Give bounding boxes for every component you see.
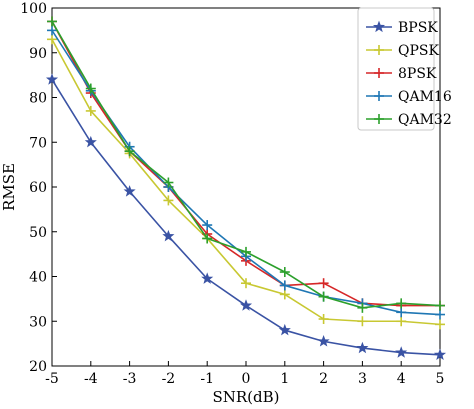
data-point-qpsk <box>241 278 251 289</box>
y-tick-label: 90 <box>29 46 47 62</box>
x-tick-label: 5 <box>436 371 445 387</box>
x-tick-label: 3 <box>358 371 367 387</box>
data-point-qpsk <box>318 314 329 325</box>
data-point-qam16 <box>279 280 290 291</box>
data-point-qam32 <box>396 298 407 309</box>
data-point-qam16 <box>435 309 445 320</box>
data-point-qam32 <box>435 300 445 311</box>
data-point-8psk <box>318 278 329 289</box>
data-point-bpsk <box>278 323 291 336</box>
data-point-qam32 <box>163 177 174 188</box>
data-point-bpsk <box>433 348 447 360</box>
x-tick-label: -2 <box>162 371 176 387</box>
data-point-qam32 <box>202 233 213 244</box>
data-point-qam32 <box>279 267 290 278</box>
legend-label-qam16: QAM16 <box>398 89 452 105</box>
legend-item-qam16: QAM16 <box>366 89 452 105</box>
y-tick-label: 30 <box>29 314 47 330</box>
series-layer <box>45 16 447 360</box>
data-point-qpsk <box>85 105 96 116</box>
data-point-qam32 <box>47 16 57 27</box>
data-point-bpsk <box>162 229 175 242</box>
data-point-qam16 <box>47 25 57 36</box>
data-point-qpsk <box>163 195 174 206</box>
x-tick-label: -1 <box>200 371 214 387</box>
x-axis-label: SNR(dB) <box>212 388 279 406</box>
y-tick-label: 100 <box>20 1 47 17</box>
data-point-qam16 <box>396 307 407 318</box>
legend-box <box>357 7 435 131</box>
legend-item-qam32: QAM32 <box>366 112 452 128</box>
legend-label-bpsk: BPSK <box>398 20 438 36</box>
y-tick-label: 50 <box>29 225 47 241</box>
legend-swatch-marker <box>374 68 384 78</box>
legend-label-qpsk: QPSK <box>398 43 439 59</box>
legend-label-qam32: QAM32 <box>398 112 452 128</box>
y-tick-label: 60 <box>29 180 47 196</box>
data-point-bpsk <box>45 73 59 85</box>
data-point-qpsk <box>435 319 445 330</box>
legend-item-qpsk: QPSK <box>366 43 439 59</box>
data-point-bpsk <box>239 299 253 311</box>
data-point-qam32 <box>85 83 96 94</box>
x-tick-label: -4 <box>84 371 98 387</box>
data-point-qam16 <box>202 220 213 231</box>
data-point-qpsk <box>357 316 368 327</box>
x-tick-label: 1 <box>280 371 289 387</box>
legend-item-bpsk: BPSK <box>366 20 438 36</box>
legend-item-8psk: 8PSK <box>366 66 437 82</box>
data-point-bpsk <box>201 272 214 284</box>
data-point-bpsk <box>395 346 408 358</box>
x-tick-label: -5 <box>45 371 59 387</box>
data-point-qpsk <box>47 34 57 45</box>
data-point-qpsk <box>396 316 407 327</box>
y-tick-label: 80 <box>29 91 47 107</box>
data-point-qam32 <box>124 146 135 157</box>
legend: BPSK QPSK 8PSK QAM16 QAM32 <box>357 7 452 131</box>
data-point-bpsk <box>356 341 369 354</box>
y-axis-label: RMSE <box>0 163 18 211</box>
data-point-qam32 <box>318 291 329 302</box>
series-bpsk <box>45 73 447 360</box>
legend-swatch-marker <box>372 20 386 33</box>
legend-swatch-marker <box>374 114 384 124</box>
series-qam32 <box>47 16 445 313</box>
y-tick-label: 40 <box>29 270 47 286</box>
data-point-qam32 <box>241 246 251 257</box>
x-tick-label: 4 <box>397 371 406 387</box>
ticks-layer: -5 -4 -3 -2 -1 0 1 2 3 4 5 20 30 40 50 60 70 80 90 100 <box>20 1 444 387</box>
data-point-qam32 <box>357 302 368 313</box>
data-point-bpsk <box>84 135 97 148</box>
y-tick-label: 70 <box>29 135 47 151</box>
data-point-qpsk <box>279 289 290 300</box>
x-tick-label: 0 <box>242 371 251 387</box>
data-point-bpsk <box>123 185 136 197</box>
y-tick-label: 20 <box>29 359 47 375</box>
legend-swatch-marker <box>374 45 384 55</box>
legend-label-8psk: 8PSK <box>398 66 437 82</box>
x-tick-label: 2 <box>319 371 328 387</box>
x-tick-label: -3 <box>123 371 137 387</box>
data-point-bpsk <box>317 335 330 347</box>
legend-swatch-marker <box>374 91 384 101</box>
